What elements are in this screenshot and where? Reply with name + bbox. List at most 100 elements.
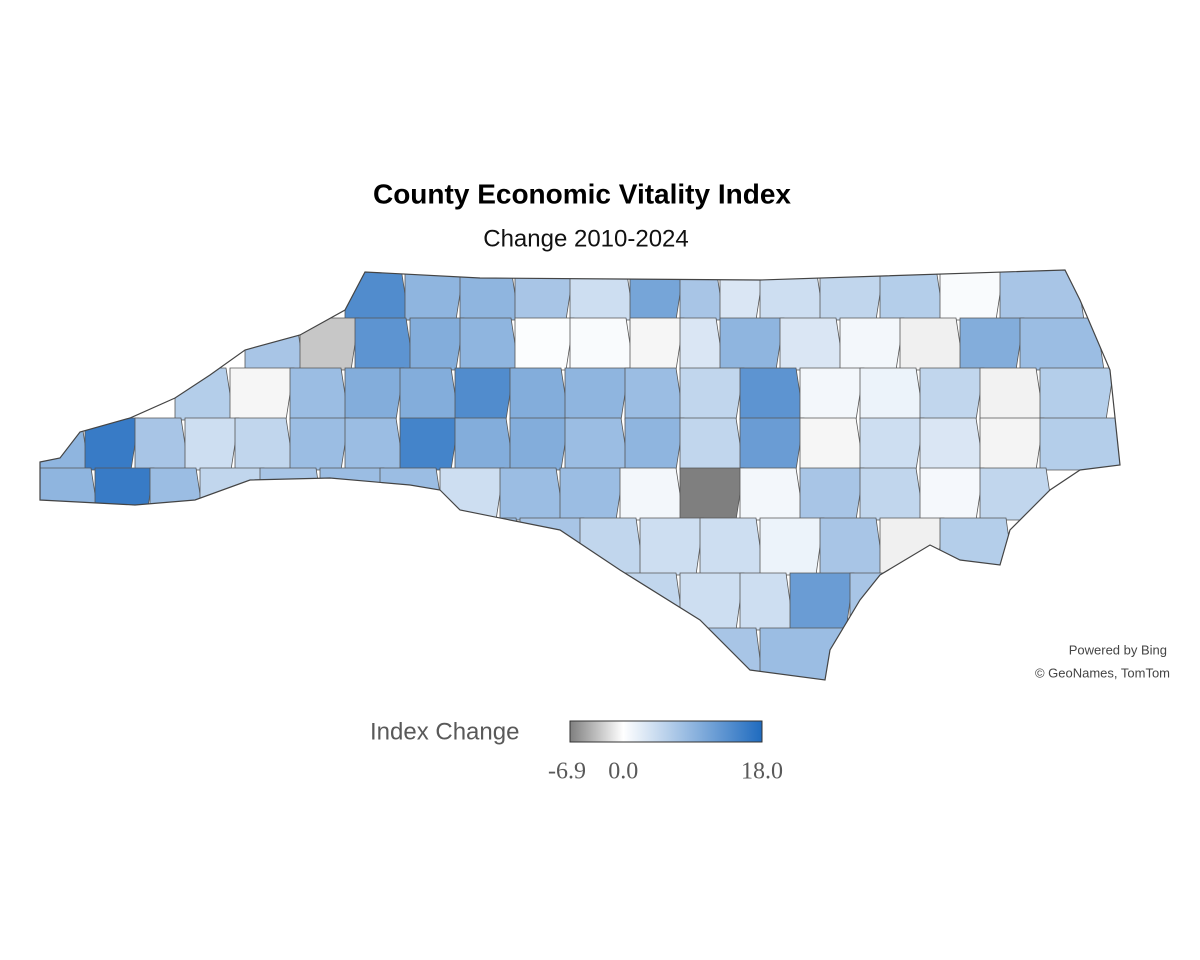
county [459,317,520,371]
county [629,317,685,371]
county [459,270,520,321]
map-title: County Economic Vitality Index [373,178,791,209]
county [379,467,445,521]
county [679,317,725,371]
county [679,467,745,521]
county [559,467,625,521]
county [629,270,685,321]
county [289,367,350,421]
county [919,367,985,421]
county [399,367,460,421]
county [799,467,865,521]
county [344,417,405,471]
county [979,367,1045,421]
county [679,417,745,471]
county [799,367,865,421]
county [299,317,360,371]
legend-ticks: -6.9 0.0 18.0 [548,759,783,785]
county [289,417,350,471]
county [234,417,295,471]
county [719,270,765,321]
county [899,317,965,371]
legend-gradient [569,720,763,743]
county [859,467,925,521]
county [859,417,925,471]
county [779,317,845,371]
county [979,417,1045,471]
county [699,627,765,680]
county [409,317,465,371]
county [40,417,90,471]
county [879,517,945,576]
county [919,467,985,521]
county [859,367,925,421]
county [699,517,765,576]
county [759,270,825,321]
county [134,417,190,471]
county [739,572,795,631]
county [739,467,805,521]
county [344,270,410,321]
county [509,367,570,421]
county [354,317,415,371]
county [819,517,885,576]
county [639,517,705,576]
county [569,270,635,321]
county [149,467,205,521]
county [579,517,645,576]
county [1039,417,1120,471]
county [739,367,805,421]
county [514,270,575,321]
attribution: Powered by Bing [1069,642,1167,657]
county [789,572,855,631]
county [569,317,635,371]
county [759,517,825,576]
county [564,417,630,471]
county [199,467,265,521]
county [619,572,685,631]
county [719,317,785,371]
county [999,270,1085,321]
county [919,417,985,471]
county [759,627,845,680]
county [849,572,895,631]
legend-title: Index Change [370,718,519,745]
county [959,317,1025,371]
county [979,467,1055,521]
county [244,317,305,371]
county [509,417,570,471]
county [40,467,100,521]
county [519,517,585,576]
county [399,417,460,471]
state-outline [39,269,1121,681]
county [679,270,725,321]
county [514,317,575,371]
county [679,572,745,631]
county [939,270,1005,321]
county [229,367,295,421]
map-subtitle: Change 2010-2024 [483,225,689,252]
county [624,367,685,421]
county [454,367,515,421]
county [564,367,630,421]
county [1039,367,1115,421]
county [94,467,155,521]
county [624,417,685,471]
county [454,417,515,471]
county [84,417,140,471]
attribution: © GeoNames, TomTom [1035,665,1170,680]
county [939,517,1015,576]
county-layer [40,270,1120,680]
county [799,417,865,471]
county [174,367,235,421]
county [184,417,240,471]
county [839,317,905,371]
county [459,517,525,576]
county [739,417,805,471]
legend-tick-label: 0.0 [608,759,638,785]
county [619,467,685,521]
legend-tick-label: 18.0 [741,759,783,785]
county [259,467,325,521]
legend-tick-label: -6.9 [548,759,586,785]
